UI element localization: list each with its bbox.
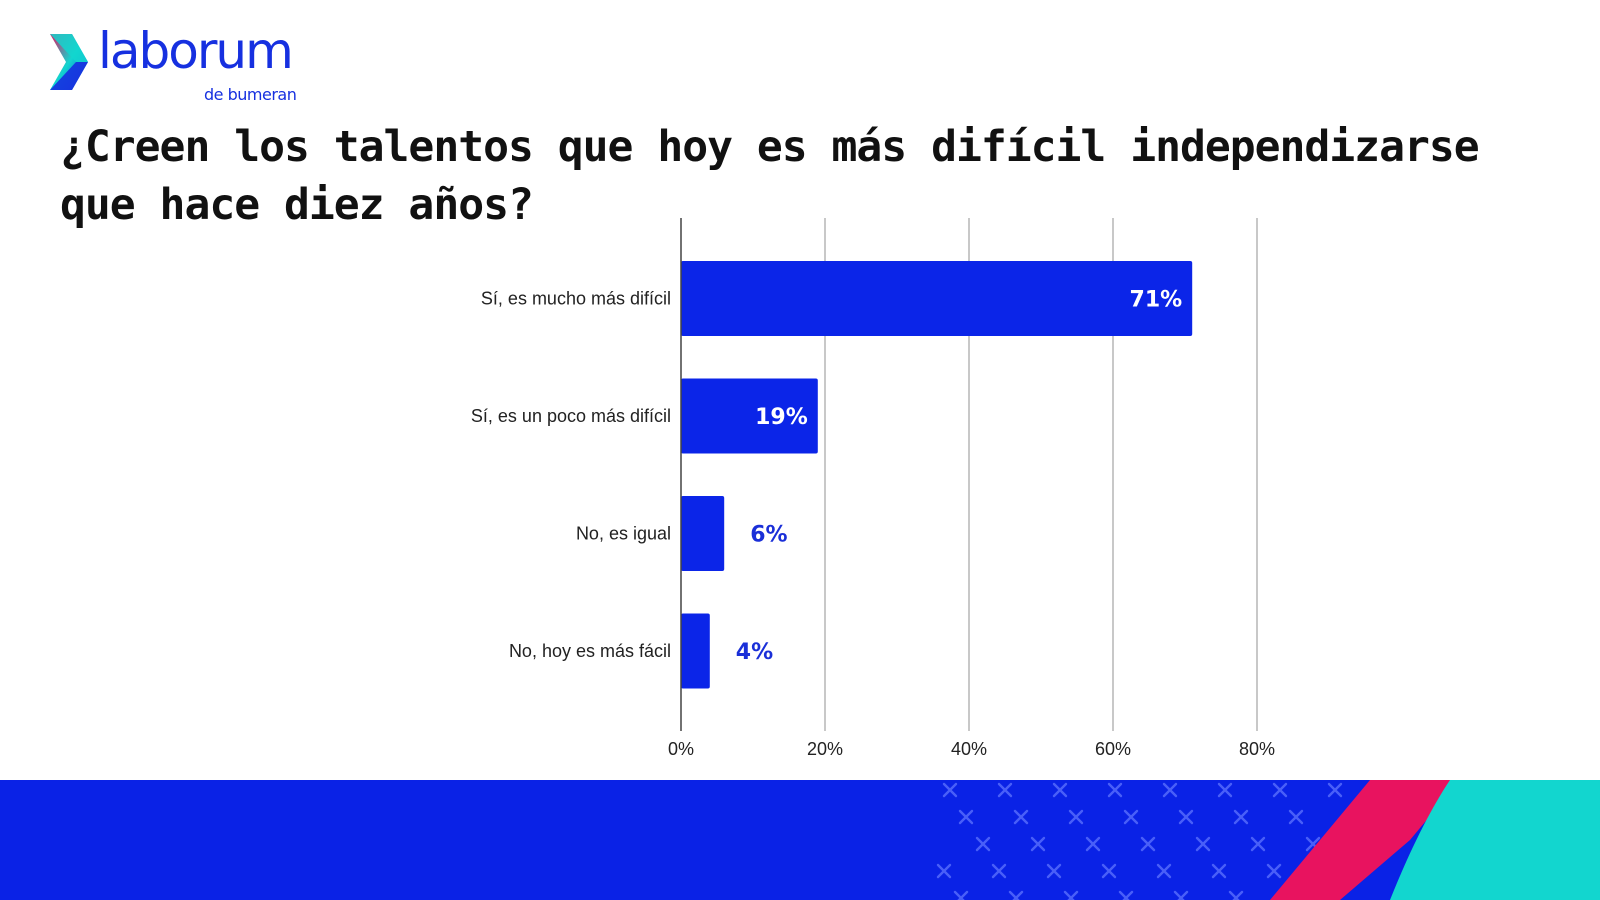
cross-mark [1266,863,1282,879]
cross-mark [942,782,958,798]
cross-mark [1046,863,1062,879]
cross-mark [936,863,952,879]
cross-mark [1052,782,1068,798]
cross-mark [958,809,974,825]
category-label: Sí, es mucho más difícil [481,289,671,309]
cross-mark [1085,836,1101,852]
footer-band [0,780,1600,900]
footer-pink-stripe [1270,780,1460,900]
chevron-logo-icon [50,34,88,90]
bar [681,496,725,571]
brand-subtitle: de bumeran [204,85,297,104]
cross-mark [1211,863,1227,879]
footer-cross-pattern [936,782,1343,900]
value-label: 19% [755,405,808,430]
cross-mark [1140,836,1156,852]
footer-teal-wave [1390,780,1600,900]
value-label: 71% [1130,288,1183,313]
x-tick-label: 80% [1239,739,1275,759]
cross-mark [1217,782,1233,798]
cross-mark [1013,809,1029,825]
laborum-logo: laborum de bumeran [46,22,326,108]
x-tick-label: 20% [807,739,843,759]
cross-mark [1008,890,1024,900]
cross-mark [1272,782,1288,798]
cross-mark [1173,890,1189,900]
cross-mark [1118,890,1134,900]
value-label: 4% [736,640,773,665]
cross-mark [1178,809,1194,825]
cross-mark [975,836,991,852]
cross-mark [1101,863,1117,879]
cross-mark [1123,809,1139,825]
cross-mark [1195,836,1211,852]
cross-mark [991,863,1007,879]
bar [681,261,1193,336]
cross-mark [997,782,1013,798]
cross-mark [953,890,969,900]
bar [681,378,818,454]
value-label: 6% [750,523,787,548]
x-tick-label: 0% [668,739,694,759]
cross-mark [1250,836,1266,852]
cross-mark [1327,782,1343,798]
bar [681,613,710,689]
cross-mark [1107,782,1123,798]
cross-mark [1228,890,1244,900]
category-label: No, hoy es más fácil [509,641,671,661]
category-label: No, es igual [576,524,671,544]
cross-mark [1063,890,1079,900]
bar-chart: 0% 20% 40% 60% 80% Sí, es mucho más difícil 71… [471,218,1275,759]
brand-name: laborum [98,22,294,80]
x-tick-label: 40% [951,739,987,759]
x-tick-label: 60% [1095,739,1131,759]
category-label: Sí, es un poco más difícil [471,406,671,426]
cross-mark [1288,809,1304,825]
cross-mark [1162,782,1178,798]
cross-mark [1233,809,1249,825]
chart-title: ¿Creen los talentos que hoy es más difíc… [60,122,1480,230]
cross-mark [1030,836,1046,852]
cross-mark [1068,809,1084,825]
cross-mark [1156,863,1172,879]
